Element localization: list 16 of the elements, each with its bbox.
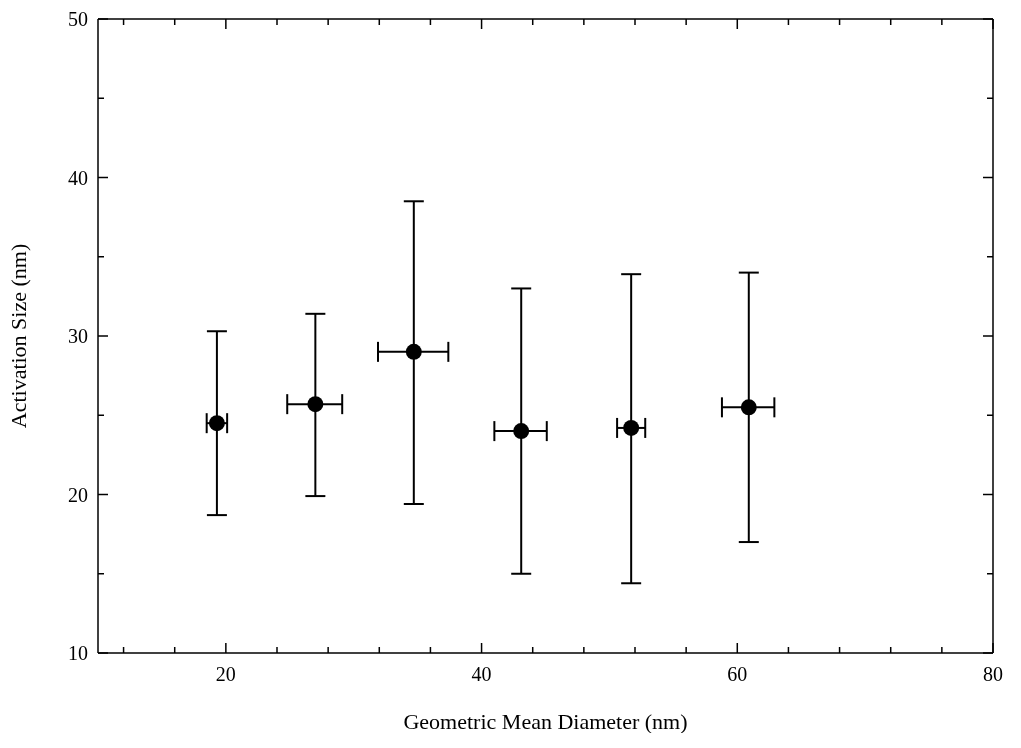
y-axis-title: Activation Size (nm) xyxy=(5,243,31,429)
point xyxy=(405,343,422,360)
point xyxy=(740,399,757,416)
y-tick-label: 40 xyxy=(68,166,88,189)
y-tick-label: 30 xyxy=(68,325,88,347)
point xyxy=(623,419,640,436)
x-tick-label: 20 xyxy=(215,663,236,685)
x-tick-label: 40 xyxy=(471,663,492,685)
y-tick-label: 20 xyxy=(68,483,88,506)
point xyxy=(513,423,530,440)
x-tick-label: 60 xyxy=(727,663,748,685)
y-tick-label: 10 xyxy=(68,642,88,664)
y-tick-label: 50 xyxy=(68,8,88,30)
x-axis-title: Geometric Mean Diameter (nm) xyxy=(403,709,688,734)
x-tick-label: 80 xyxy=(983,663,1003,685)
point xyxy=(307,396,324,413)
